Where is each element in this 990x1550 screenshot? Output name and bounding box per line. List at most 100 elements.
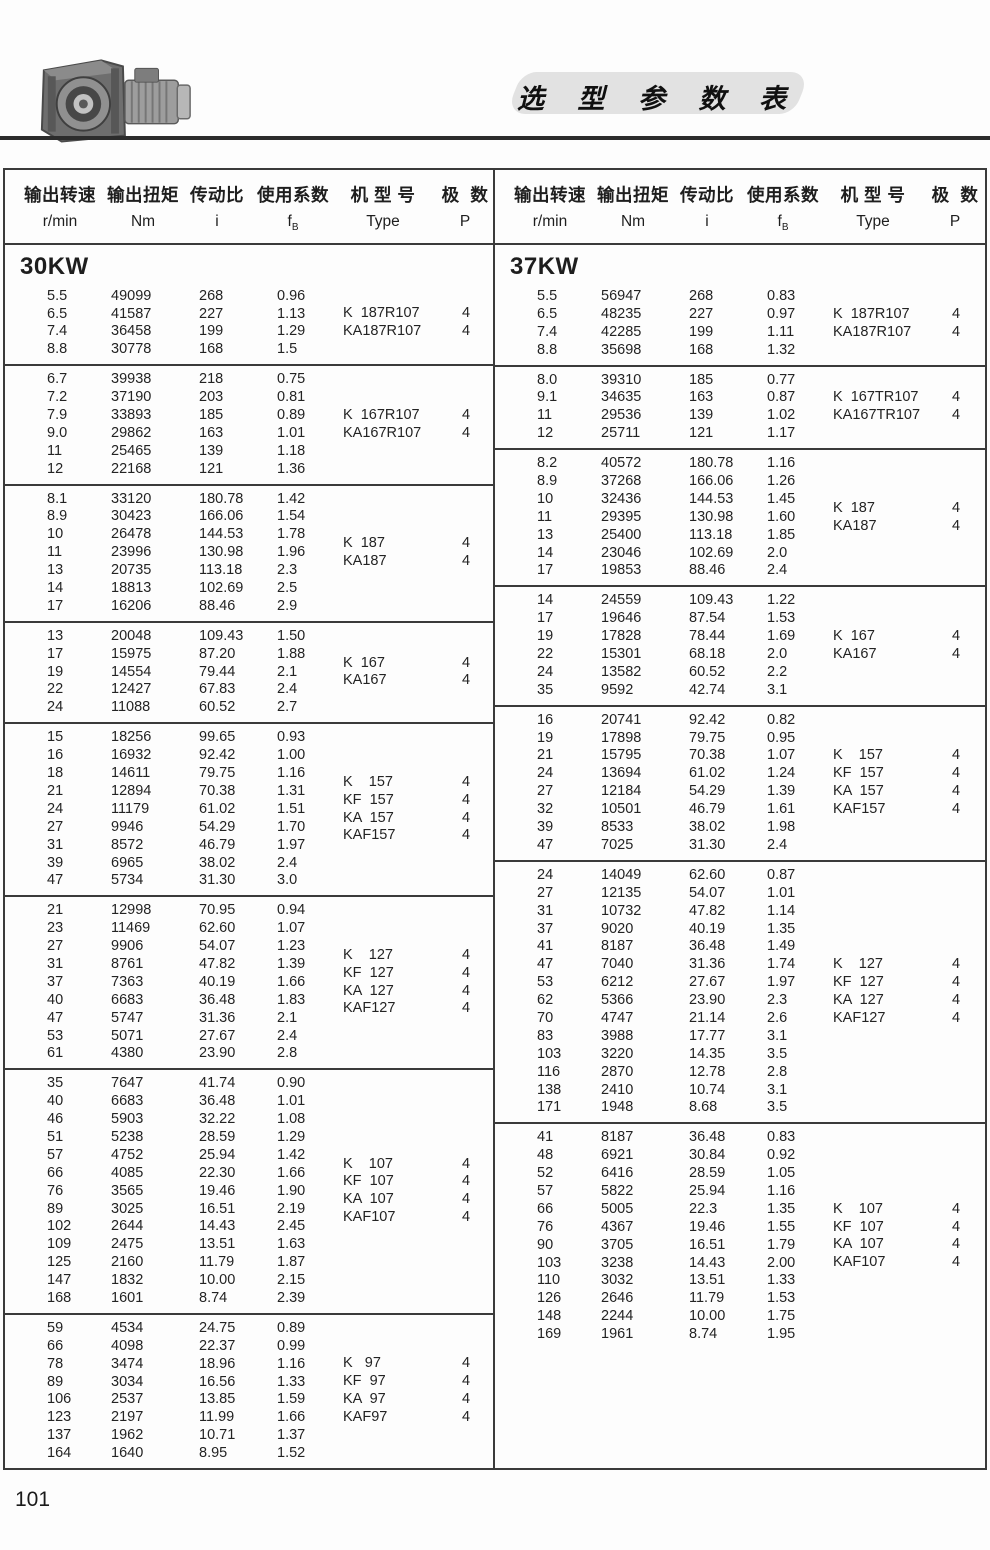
type-row: KAF107 4 bbox=[5, 1209, 493, 1227]
table-row: 164 1640 8.95 1.52 bbox=[5, 1445, 493, 1463]
service-factor-value: 1.51 bbox=[277, 800, 306, 817]
speed-value: 24 bbox=[47, 800, 64, 817]
table-row: 7.2 37190 203 0.81 bbox=[5, 389, 493, 407]
speed-value: 39 bbox=[47, 854, 64, 871]
type-poles-block: K 127 4 KF 127 4 KA 127 4 KAF127 4 bbox=[495, 956, 985, 1028]
ratio-value: 113.18 bbox=[199, 562, 243, 579]
service-factor-value: 1.49 bbox=[767, 938, 796, 955]
type-label: KF 97 bbox=[343, 1373, 386, 1390]
speed-value: 41 bbox=[537, 938, 554, 955]
speed-value: 76 bbox=[537, 1218, 554, 1235]
speed-value: 9.1 bbox=[537, 389, 558, 406]
type-row: KF 157 4 bbox=[495, 765, 985, 783]
service-factor-symbol: f bbox=[777, 213, 782, 230]
header-ratio: 传动比 bbox=[190, 185, 244, 205]
type-row: KAF157 4 bbox=[5, 828, 493, 846]
type-label: KA 127 bbox=[833, 992, 884, 1009]
table-row: 8.8 30778 168 1.5 bbox=[5, 341, 493, 359]
table-row: 8.8 35698 168 1.32 bbox=[495, 342, 985, 360]
ratio-value: 185 bbox=[199, 407, 224, 424]
type-label: KAF107 bbox=[833, 1254, 886, 1271]
table-row: 37 9020 40.19 1.35 bbox=[495, 921, 985, 939]
ratio-value: 46.79 bbox=[199, 836, 236, 853]
speed-value: 6.5 bbox=[537, 305, 558, 322]
torque-value: 5903 bbox=[111, 1111, 144, 1128]
ratio-value: 10.00 bbox=[199, 1272, 236, 1289]
torque-value: 9592 bbox=[601, 681, 634, 698]
ratio-value: 38.02 bbox=[689, 819, 726, 836]
page-title: 选 型 参 数 表 bbox=[516, 84, 799, 114]
torque-value: 3565 bbox=[111, 1182, 144, 1199]
table-row: 35 9592 42.74 3.1 bbox=[495, 682, 985, 700]
service-factor-value: 1.23 bbox=[277, 938, 306, 955]
type-label: K 157 bbox=[833, 747, 883, 764]
table-row: 23 11469 62.60 1.07 bbox=[5, 920, 493, 938]
table-row: 18 14611 79.75 1.16 bbox=[5, 765, 493, 783]
type-row: K 167 4 bbox=[495, 628, 985, 646]
type-poles-block: K 167 4 KA167 4 bbox=[495, 628, 985, 664]
type-poles-block: K 157 4 KF 157 4 KA 157 4 KAF157 4 bbox=[495, 747, 985, 819]
torque-value: 3032 bbox=[601, 1272, 634, 1289]
service-factor-value: 1.45 bbox=[767, 490, 796, 507]
header-speed: 输出转速 bbox=[24, 185, 96, 205]
speed-value: 13 bbox=[537, 526, 554, 543]
torque-value: 10501 bbox=[601, 801, 642, 818]
type-row: KA 157 4 bbox=[495, 783, 985, 801]
table-row: 47 7025 31.30 2.4 bbox=[495, 837, 985, 855]
service-factor-value: 1.96 bbox=[277, 544, 306, 561]
service-factor-value: 1.70 bbox=[277, 818, 306, 835]
ratio-value: 61.02 bbox=[199, 800, 236, 817]
torque-value: 8187 bbox=[601, 1129, 634, 1146]
type-row: KAF107 4 bbox=[495, 1255, 985, 1273]
speed-value: 6.5 bbox=[47, 305, 68, 322]
table-row: 57 4752 25.94 1.42 bbox=[5, 1147, 493, 1165]
ratio-value: 47.82 bbox=[199, 955, 236, 972]
table-row: 19 17828 78.44 1.69 bbox=[495, 628, 985, 646]
table-row: 12 25711 121 1.17 bbox=[495, 425, 985, 443]
ratio-value: 42.74 bbox=[689, 681, 726, 698]
table-row: 5.5 49099 268 0.96 bbox=[5, 288, 493, 306]
speed-value: 123 bbox=[47, 1409, 72, 1426]
speed-value: 31 bbox=[537, 902, 554, 919]
poles-value: 4 bbox=[462, 553, 471, 570]
model-group: 8.0 39310 185 0.77 9.1 34635 163 0.87 11 29536 139… bbox=[495, 364, 985, 449]
service-factor-value: 1.36 bbox=[277, 460, 306, 477]
table-row: 16 20741 92.42 0.82 bbox=[495, 712, 985, 730]
model-group: 8.1 33120 180.78 1.42 8.9 30423 166.06 1.54 10 26… bbox=[5, 483, 493, 621]
table-row: 7.9 33893 185 0.89 bbox=[5, 407, 493, 425]
table-row: 169 1961 8.74 1.95 bbox=[495, 1326, 985, 1344]
torque-value: 20735 bbox=[111, 562, 152, 579]
service-factor-value: 1.07 bbox=[767, 747, 796, 764]
torque-value: 3988 bbox=[601, 1027, 634, 1044]
unit-ratio: i bbox=[705, 213, 709, 230]
service-factor-value: 1.01 bbox=[277, 1093, 306, 1110]
service-factor-value: 2.15 bbox=[277, 1272, 306, 1289]
speed-value: 51 bbox=[47, 1128, 64, 1145]
type-label: KAF107 bbox=[343, 1209, 396, 1226]
type-row: K 97 4 bbox=[5, 1356, 493, 1374]
ratio-value: 28.59 bbox=[689, 1165, 726, 1182]
table-row: 125 2160 11.79 1.87 bbox=[5, 1254, 493, 1272]
poles-value: 4 bbox=[462, 982, 471, 999]
type-row: KF 107 4 bbox=[495, 1219, 985, 1237]
poles-value: 4 bbox=[952, 783, 961, 800]
type-label: KA 107 bbox=[343, 1191, 394, 1208]
torque-value: 30423 bbox=[111, 508, 152, 525]
torque-value: 40572 bbox=[601, 455, 642, 472]
type-label: KA 107 bbox=[833, 1236, 884, 1253]
ratio-value: 68.18 bbox=[689, 646, 726, 663]
torque-value: 3474 bbox=[111, 1355, 144, 1372]
speed-value: 8.8 bbox=[47, 341, 68, 358]
speed-value: 47 bbox=[47, 1009, 64, 1026]
speed-value: 9.0 bbox=[47, 424, 68, 441]
table-row: 14 24559 109.43 1.22 bbox=[495, 592, 985, 610]
ratio-value: 25.94 bbox=[689, 1182, 726, 1199]
type-label: KA187 bbox=[343, 553, 387, 570]
ratio-value: 36.48 bbox=[199, 1093, 236, 1110]
speed-value: 11 bbox=[537, 407, 553, 424]
header-ratio: 传动比 bbox=[680, 185, 734, 205]
service-factor-value: 1.01 bbox=[767, 884, 796, 901]
speed-value: 102 bbox=[47, 1218, 72, 1235]
model-group: 59 4534 24.75 0.89 66 4098 22.37 0.99 78 3474 18.9… bbox=[5, 1312, 493, 1468]
speed-value: 14 bbox=[47, 580, 64, 597]
